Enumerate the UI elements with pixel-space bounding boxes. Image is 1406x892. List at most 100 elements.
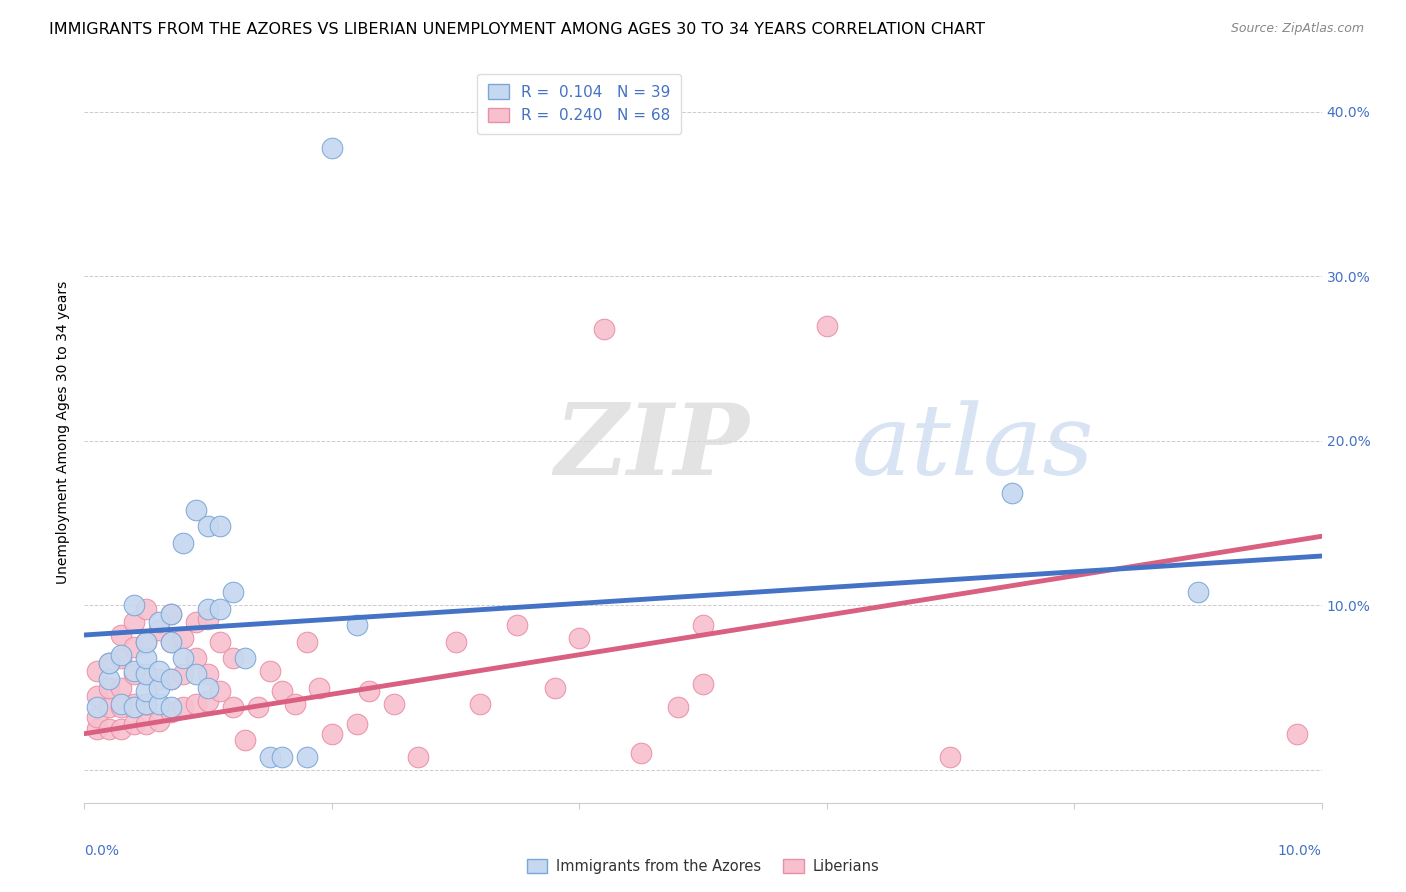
- Text: ZIP: ZIP: [554, 400, 749, 496]
- Point: [346, 618, 368, 632]
- Point: [98, 700, 121, 714]
- Point: [506, 618, 529, 632]
- Point: [271, 749, 294, 764]
- Point: [98, 673, 121, 687]
- Point: [172, 700, 194, 714]
- Point: [197, 601, 219, 615]
- Point: [593, 322, 616, 336]
- Point: [98, 681, 121, 695]
- Point: [110, 681, 132, 695]
- Point: [630, 747, 652, 761]
- Point: [815, 318, 838, 333]
- Text: 10.0%: 10.0%: [1278, 845, 1322, 858]
- Point: [209, 684, 232, 698]
- Point: [148, 681, 170, 695]
- Point: [197, 667, 219, 681]
- Point: [184, 651, 207, 665]
- Point: [135, 697, 157, 711]
- Point: [172, 667, 194, 681]
- Point: [172, 536, 194, 550]
- Point: [110, 628, 132, 642]
- Point: [148, 623, 170, 637]
- Point: [692, 677, 714, 691]
- Point: [86, 700, 108, 714]
- Y-axis label: Unemployment Among Ages 30 to 34 years: Unemployment Among Ages 30 to 34 years: [56, 281, 70, 584]
- Point: [110, 697, 132, 711]
- Point: [148, 664, 170, 678]
- Point: [233, 651, 256, 665]
- Point: [259, 664, 281, 678]
- Point: [98, 722, 121, 736]
- Point: [86, 710, 108, 724]
- Point: [135, 684, 157, 698]
- Text: IMMIGRANTS FROM THE AZORES VS LIBERIAN UNEMPLOYMENT AMONG AGES 30 TO 34 YEARS CO: IMMIGRANTS FROM THE AZORES VS LIBERIAN U…: [49, 22, 986, 37]
- Point: [172, 632, 194, 646]
- Point: [295, 634, 318, 648]
- Point: [135, 697, 157, 711]
- Point: [122, 615, 145, 629]
- Point: [1285, 727, 1308, 741]
- Point: [135, 634, 157, 648]
- Point: [184, 667, 207, 681]
- Point: [122, 667, 145, 681]
- Point: [197, 611, 219, 625]
- Point: [135, 716, 157, 731]
- Point: [184, 697, 207, 711]
- Point: [209, 634, 232, 648]
- Point: [135, 667, 157, 681]
- Point: [122, 716, 145, 731]
- Point: [122, 697, 145, 711]
- Point: [122, 700, 145, 714]
- Point: [1187, 585, 1209, 599]
- Point: [135, 651, 157, 665]
- Point: [233, 733, 256, 747]
- Point: [939, 749, 962, 764]
- Point: [148, 615, 170, 629]
- Point: [197, 519, 219, 533]
- Point: [346, 716, 368, 731]
- Point: [172, 651, 194, 665]
- Point: [160, 607, 183, 621]
- Point: [86, 664, 108, 678]
- Point: [321, 141, 343, 155]
- Point: [86, 689, 108, 703]
- Point: [86, 722, 108, 736]
- Legend: R =  0.104   N = 39, R =  0.240   N = 68: R = 0.104 N = 39, R = 0.240 N = 68: [477, 74, 682, 134]
- Text: atlas: atlas: [852, 400, 1094, 495]
- Point: [122, 599, 145, 613]
- Point: [382, 697, 405, 711]
- Point: [160, 634, 183, 648]
- Point: [568, 632, 591, 646]
- Legend: Immigrants from the Azores, Liberians: Immigrants from the Azores, Liberians: [522, 854, 884, 880]
- Point: [197, 694, 219, 708]
- Point: [110, 651, 132, 665]
- Point: [160, 673, 183, 687]
- Point: [284, 697, 307, 711]
- Point: [98, 656, 121, 670]
- Point: [295, 749, 318, 764]
- Point: [209, 601, 232, 615]
- Text: 0.0%: 0.0%: [84, 845, 120, 858]
- Point: [122, 664, 145, 678]
- Point: [135, 667, 157, 681]
- Point: [321, 727, 343, 741]
- Point: [110, 648, 132, 662]
- Point: [98, 656, 121, 670]
- Point: [160, 607, 183, 621]
- Point: [444, 634, 467, 648]
- Point: [160, 706, 183, 720]
- Point: [160, 673, 183, 687]
- Point: [148, 697, 170, 711]
- Point: [135, 634, 157, 648]
- Point: [110, 722, 132, 736]
- Point: [1001, 486, 1024, 500]
- Point: [122, 640, 145, 654]
- Text: Source: ZipAtlas.com: Source: ZipAtlas.com: [1230, 22, 1364, 36]
- Point: [135, 601, 157, 615]
- Point: [222, 700, 245, 714]
- Point: [209, 519, 232, 533]
- Point: [222, 651, 245, 665]
- Point: [160, 700, 183, 714]
- Point: [357, 684, 380, 698]
- Point: [543, 681, 565, 695]
